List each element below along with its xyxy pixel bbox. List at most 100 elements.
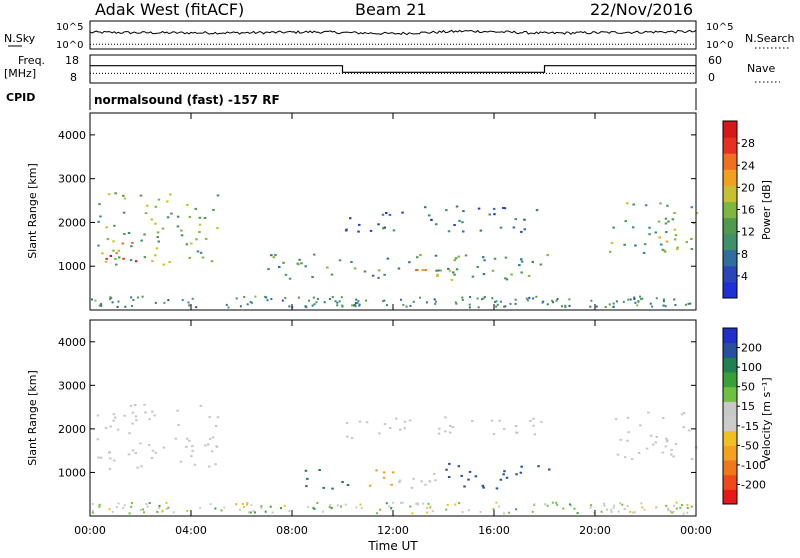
data-point [471, 275, 475, 278]
data-point [542, 300, 545, 303]
data-point [561, 305, 563, 308]
data-point [448, 431, 452, 434]
data-point [481, 298, 483, 301]
data-point [568, 304, 571, 307]
data-point [434, 302, 437, 305]
data-point [191, 445, 194, 448]
data-point [431, 510, 434, 513]
data-point [304, 265, 307, 268]
colorbar-segment [723, 121, 737, 138]
data-point [115, 506, 118, 509]
freq-series [90, 65, 696, 73]
data-point [595, 305, 598, 308]
data-point [400, 298, 402, 301]
data-point [495, 305, 498, 308]
data-point [626, 202, 629, 205]
data-point [445, 508, 448, 511]
data-point [682, 412, 686, 414]
data-point [388, 213, 392, 216]
data-point [483, 259, 486, 262]
data-point [682, 426, 685, 429]
data-point [288, 305, 291, 308]
data-point [288, 277, 292, 280]
data-point [488, 213, 491, 216]
data-point [603, 504, 606, 507]
data-point [267, 268, 270, 271]
data-point [453, 273, 456, 276]
data-point [345, 421, 349, 424]
data-point [514, 298, 517, 301]
data-point [98, 505, 101, 508]
data-point [385, 212, 388, 214]
data-point [115, 263, 118, 266]
data-point [252, 510, 255, 513]
x-tick-label: 08:00 [276, 524, 308, 537]
data-point [139, 509, 142, 511]
data-point [199, 404, 203, 407]
data-point [438, 427, 441, 430]
data-point [98, 203, 101, 206]
velocity-panel-frame [89, 319, 697, 517]
data-point [151, 449, 155, 452]
data-point [254, 511, 256, 514]
data-point [317, 297, 319, 300]
data-point [104, 260, 108, 263]
data-point [177, 424, 180, 427]
x-tick-label: 20:00 [579, 524, 611, 537]
data-point [540, 420, 543, 423]
data-point [670, 453, 673, 456]
data-point [112, 419, 115, 422]
data-point [176, 225, 180, 228]
data-point [546, 303, 549, 306]
data-point [479, 229, 483, 232]
data-point [457, 465, 461, 468]
data-point [123, 197, 127, 200]
data-point [451, 426, 455, 429]
data-point [358, 420, 362, 423]
data-point [113, 459, 116, 462]
x-tick-label: 00:00 [680, 524, 712, 537]
cpid-label: CPID [6, 91, 35, 104]
data-point [127, 453, 131, 456]
data-point [130, 502, 133, 505]
data-point [227, 306, 230, 309]
data-point [454, 257, 458, 260]
data-point [552, 301, 554, 304]
data-point [195, 238, 198, 241]
data-point [123, 233, 126, 235]
data-point [122, 211, 126, 214]
data-point [356, 301, 359, 304]
data-point [626, 416, 630, 419]
power-colorbar-tick-label: 20 [741, 181, 755, 194]
data-point [651, 305, 654, 308]
y-tick-label: 2000 [58, 423, 86, 436]
data-point [433, 298, 436, 301]
data-point [148, 444, 151, 447]
data-point [606, 508, 608, 511]
colorbar-segment [723, 265, 737, 283]
data-point [504, 305, 507, 308]
data-point [355, 506, 358, 509]
data-point [121, 242, 125, 245]
data-point [528, 296, 531, 299]
data-point [328, 298, 331, 300]
data-point [130, 505, 133, 508]
noise-left-tick-bottom: 10^0 [56, 40, 83, 51]
data-point [98, 304, 101, 307]
data-point [637, 452, 641, 454]
data-point [220, 509, 223, 512]
colorbar-segment [723, 153, 737, 170]
noise-right-tick-top: 10^5 [706, 22, 733, 33]
data-point [313, 253, 316, 256]
data-point [445, 209, 448, 212]
data-point [340, 296, 343, 299]
data-point [243, 296, 246, 298]
data-point [359, 503, 362, 506]
data-point [432, 472, 436, 475]
data-point [444, 430, 447, 433]
data-point [208, 416, 211, 419]
data-point [455, 302, 458, 305]
data-point [514, 302, 517, 305]
data-point [673, 228, 677, 231]
